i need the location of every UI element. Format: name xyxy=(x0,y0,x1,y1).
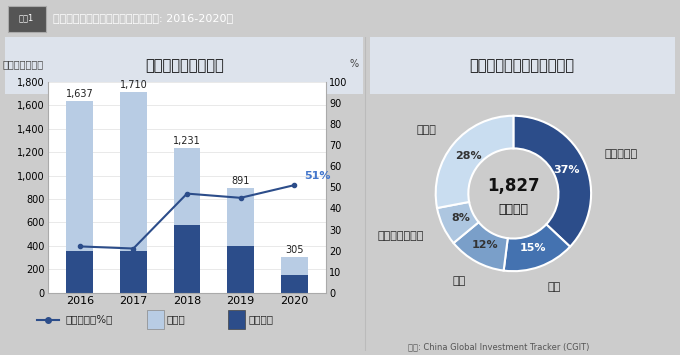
Text: 8%: 8% xyxy=(452,213,470,223)
Text: 15%: 15% xyxy=(520,243,547,253)
Wedge shape xyxy=(437,202,479,243)
Text: 305: 305 xyxy=(285,245,303,255)
Text: 1,637: 1,637 xyxy=(66,89,94,99)
Text: 単位：億米ドル: 単位：億米ドル xyxy=(3,59,44,69)
Text: 1,827: 1,827 xyxy=(487,177,540,195)
Bar xyxy=(227,246,254,293)
Bar xyxy=(5,37,363,94)
Text: 一帯一路への投資動向（グローバル: 2016-2020）: 一帯一路への投資動向（グローバル: 2016-2020） xyxy=(53,13,233,23)
Bar xyxy=(227,188,254,246)
Text: %: % xyxy=(350,59,359,69)
Text: 1,710: 1,710 xyxy=(120,80,148,90)
Text: 輸送: 輸送 xyxy=(547,282,560,292)
Text: 28%: 28% xyxy=(455,151,482,161)
Text: 一帯一路: 一帯一路 xyxy=(248,315,273,324)
Text: 1,231: 1,231 xyxy=(173,136,201,146)
Bar xyxy=(173,225,201,293)
Text: 図表1: 図表1 xyxy=(19,13,34,22)
Text: 金属: 金属 xyxy=(452,275,466,286)
Text: その他: その他 xyxy=(417,125,437,135)
Bar xyxy=(120,251,147,293)
FancyBboxPatch shape xyxy=(8,6,46,32)
Bar xyxy=(67,251,93,293)
Wedge shape xyxy=(436,116,513,208)
Wedge shape xyxy=(513,116,591,247)
Bar xyxy=(173,148,201,225)
Text: 億米ドル: 億米ドル xyxy=(498,202,528,215)
Bar xyxy=(67,101,93,251)
Text: 12%: 12% xyxy=(472,240,498,250)
Text: 産業別の一帯一路への投資: 産業別の一帯一路への投資 xyxy=(469,58,575,73)
Text: 出所: China Global Investment Tracker (CGIT): 出所: China Global Investment Tracker (CGI… xyxy=(408,343,590,352)
Wedge shape xyxy=(454,222,508,271)
Text: ロジスティクス: ロジスティクス xyxy=(377,231,424,241)
Bar xyxy=(120,92,147,251)
Text: 一帯一路（%）: 一帯一路（%） xyxy=(65,315,113,324)
Bar xyxy=(147,310,164,329)
Text: 37%: 37% xyxy=(554,165,580,175)
Wedge shape xyxy=(504,224,570,271)
Text: その他: その他 xyxy=(167,315,186,324)
Bar xyxy=(281,257,307,275)
Bar xyxy=(370,37,675,94)
Bar xyxy=(281,275,307,293)
Bar xyxy=(228,310,245,329)
Text: 891: 891 xyxy=(231,176,250,186)
Text: エネルギー: エネルギー xyxy=(605,149,638,159)
Text: 51%: 51% xyxy=(304,171,330,181)
Text: 中国の対外投資動向: 中国の対外投資動向 xyxy=(146,58,224,73)
